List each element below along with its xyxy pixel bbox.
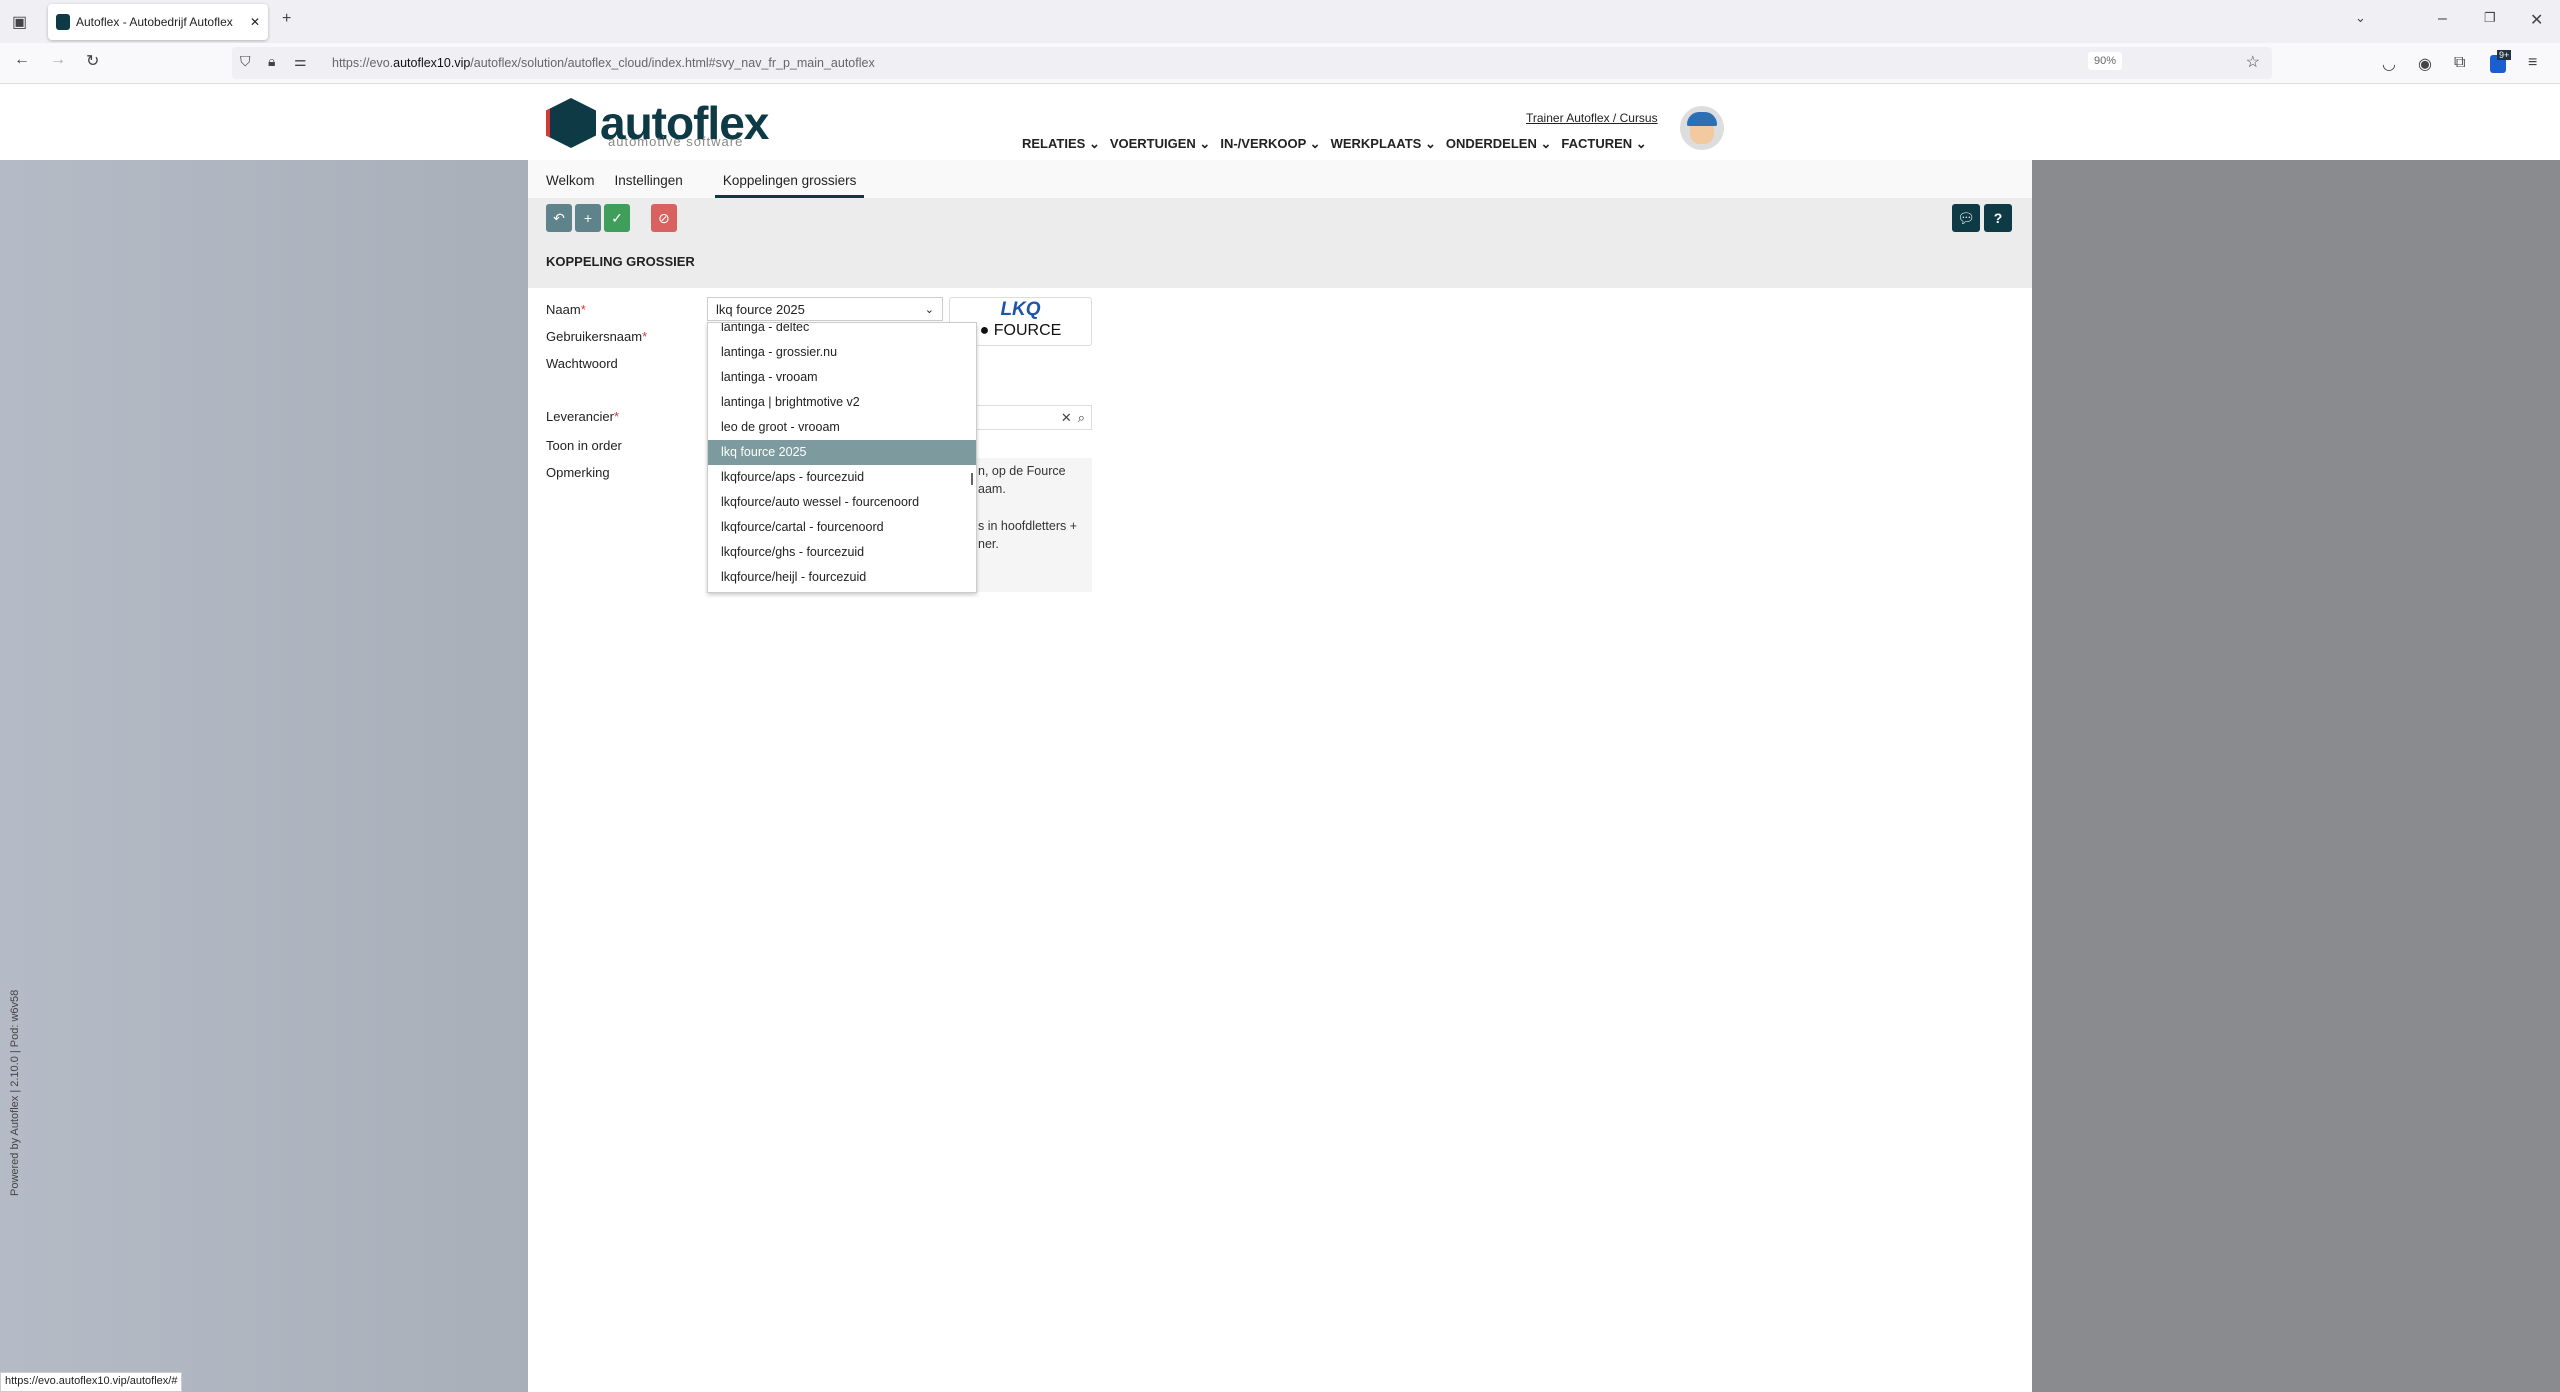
reload-icon[interactable]: ↻ xyxy=(86,53,100,70)
dropdown-option[interactable]: lkqfource/heijl - fourcezuid xyxy=(721,570,867,584)
new-tab-icon[interactable]: + xyxy=(282,10,292,27)
gebruikersnaam-label: Gebruikersnaam* xyxy=(546,329,648,344)
nav-in-verkoop[interactable]: IN-/VERKOOP ⌄ xyxy=(1220,136,1321,151)
extensions-icon[interactable]: ⧉ xyxy=(2454,54,2466,71)
bookmark-star-icon[interactable]: ☆ xyxy=(2245,54,2260,71)
right-background xyxy=(2032,160,2560,1392)
opmerking-text: aam. xyxy=(978,482,1006,496)
opmerking-textarea[interactable]: n, op de Fource aam. s in hoofdletters +… xyxy=(960,458,1092,592)
nav-onderdelen[interactable]: ONDERDELEN ⌄ xyxy=(1445,136,1552,151)
autoflex-logo[interactable]: autoflex xyxy=(546,97,769,149)
zoom-level[interactable]: 90% xyxy=(2087,52,2122,70)
nav-relaties[interactable]: RELATIES ⌄ xyxy=(1022,136,1100,151)
tab-instellingen[interactable]: Instellingen xyxy=(614,173,683,188)
extension-badge: 9+ xyxy=(2497,50,2512,60)
grossier-logo: LKQ ● FOURCE xyxy=(949,297,1092,346)
cancel-button[interactable]: ⊘ xyxy=(651,204,677,232)
nav-facturen[interactable]: FACTUREN ⌄ xyxy=(1561,136,1647,151)
dropdown-option-selected[interactable]: lkq fource 2025 xyxy=(708,440,976,465)
search-icon[interactable]: ⌕ xyxy=(1077,409,1085,425)
user-link[interactable]: Trainer Autoflex / Cursus xyxy=(1526,111,1658,125)
autoflex-favicon xyxy=(56,14,70,30)
logo-mark xyxy=(546,98,596,148)
permissions-icon[interactable]: ⚌ xyxy=(294,53,307,69)
tab-overview-icon[interactable]: ▣ xyxy=(12,14,28,31)
opmerking-text: ner. xyxy=(978,537,999,551)
clear-icon[interactable]: ✕ xyxy=(1060,409,1072,425)
toolbar: ↶ + ✓ ⊘ 💬︎ ? xyxy=(528,198,2032,288)
tab-welkom[interactable]: Welkom xyxy=(546,173,595,188)
naam-label: Naam* xyxy=(546,302,586,317)
undo-icon: ↶ xyxy=(553,209,565,226)
toon-in-order-label: Toon in order xyxy=(546,438,622,453)
logo-subtitle: automotive software xyxy=(608,134,744,149)
lock-icon[interactable]: 🔒︎ xyxy=(268,53,276,69)
prohibit-icon: ⊘ xyxy=(658,209,670,226)
back-icon[interactable]: ← xyxy=(14,51,30,68)
add-button[interactable]: + xyxy=(575,204,601,232)
dropdown-option[interactable]: lkqfource/aps - fourcezuid xyxy=(721,470,865,484)
save-button[interactable]: ✓ xyxy=(604,204,630,232)
dropdown-option[interactable]: lantinga - deltec xyxy=(721,322,810,334)
dropdown-option[interactable]: lkqfource/ghs - fourcezuid xyxy=(721,545,865,559)
browser-tab-bar: ▣ Autoflex - Autobedrijf Autoflex ✕ + ⌄ … xyxy=(0,0,2560,43)
chevron-down-icon: ⌄ xyxy=(924,303,934,316)
dropdown-option[interactable]: lkqfource/auto wessel - fourcenoord xyxy=(721,495,920,509)
nav-voertuigen[interactable]: VOERTUIGEN ⌄ xyxy=(1109,136,1211,151)
check-icon: ✓ xyxy=(611,209,623,226)
close-window-icon[interactable]: ✕ xyxy=(2530,12,2544,29)
wachtwoord-label: Wachtwoord xyxy=(546,356,618,371)
opmerking-label: Opmerking xyxy=(546,465,610,480)
main-nav: RELATIES ⌄ VOERTUIGEN ⌄ IN-/VERKOOP ⌄ WE… xyxy=(1022,136,1647,152)
app-header xyxy=(0,84,2560,160)
help-button[interactable]: ? xyxy=(1984,204,2012,232)
url-host: autoflex10.vip xyxy=(393,56,471,70)
section-title: KOPPELING GROSSIER xyxy=(546,254,695,269)
menu-icon[interactable]: ≡ xyxy=(2528,54,2538,71)
tab-koppelingen-grossiers[interactable]: Koppelingen grossiers xyxy=(714,173,865,198)
chat-icon: 💬︎ xyxy=(1957,209,1975,226)
tab-title: Autoflex - Autobedrijf Autoflex xyxy=(76,15,233,29)
minimize-icon[interactable]: – xyxy=(2438,10,2447,27)
address-bar[interactable]: ⛉ 🔒︎ ⚌ https://evo. autoflex10.vip/autofl… xyxy=(232,47,2272,79)
naam-value: lkq fource 2025 xyxy=(716,301,805,317)
close-tab-icon[interactable]: ✕ xyxy=(249,15,260,29)
dropdown-scrollbar[interactable] xyxy=(971,473,973,485)
dropdown-option[interactable]: lantinga - grossier.nu xyxy=(721,345,838,359)
lkq-logo-text: LKQ xyxy=(1000,299,1041,320)
fource-logo-text: ● FOURCE xyxy=(979,322,1062,339)
shield-icon[interactable]: ⛉ xyxy=(240,53,251,69)
url-prefix: https://evo. xyxy=(332,56,394,70)
status-url: https://evo.autoflex10.vip/autoflex/# xyxy=(0,1372,183,1392)
powered-by-text: Powered by Autoflex | 2.10.0 | Pod: w6v5… xyxy=(9,989,21,1196)
naam-select[interactable]: lkq fource 2025 ⌄ xyxy=(707,297,943,321)
help-icon: ? xyxy=(1993,210,2003,226)
forward-icon[interactable]: → xyxy=(50,51,66,68)
dropdown-option[interactable]: lantinga - vrooam xyxy=(721,370,818,384)
page-tabs: Welkom Instellingen Koppelingen grossier… xyxy=(528,160,2032,198)
dropdown-option[interactable]: lkqfource/cartal - fourcenoord xyxy=(721,520,884,534)
opmerking-text: n, op de Fource xyxy=(978,464,1066,478)
dropdown-option[interactable]: leo de groot - vrooam xyxy=(721,420,840,434)
dropdown-option[interactable]: lantinga | brightmotive v2 xyxy=(721,395,860,409)
opmerking-text: s in hoofdletters + xyxy=(978,519,1078,533)
undo-button[interactable]: ↶ xyxy=(546,204,572,232)
browser-tab[interactable]: Autoflex - Autobedrijf Autoflex ✕ xyxy=(48,4,268,40)
chat-button[interactable]: 💬︎ xyxy=(1952,204,1980,232)
pocket-icon[interactable]: ◡ xyxy=(2382,56,2396,73)
naam-dropdown-list[interactable]: lantinga - deltec lantinga - grossier.nu… xyxy=(707,322,977,593)
restore-icon[interactable]: ❐ xyxy=(2484,10,2496,25)
plus-icon: + xyxy=(583,210,593,226)
leverancier-label: Leverancier* xyxy=(546,409,619,424)
nav-werkplaats[interactable]: WERKPLAATS ⌄ xyxy=(1330,136,1436,151)
left-background xyxy=(0,160,528,1392)
logo-text: autoflex xyxy=(600,97,769,149)
tab-list-chevron-icon[interactable]: ⌄ xyxy=(2355,10,2366,25)
leverancier-input[interactable]: ✕ ⌕ xyxy=(960,405,1092,430)
url-path: /autoflex/solution/autoflex_cloud/index.… xyxy=(470,56,875,70)
avatar[interactable] xyxy=(1680,106,1724,150)
account-icon[interactable]: ◉ xyxy=(2418,56,2432,73)
